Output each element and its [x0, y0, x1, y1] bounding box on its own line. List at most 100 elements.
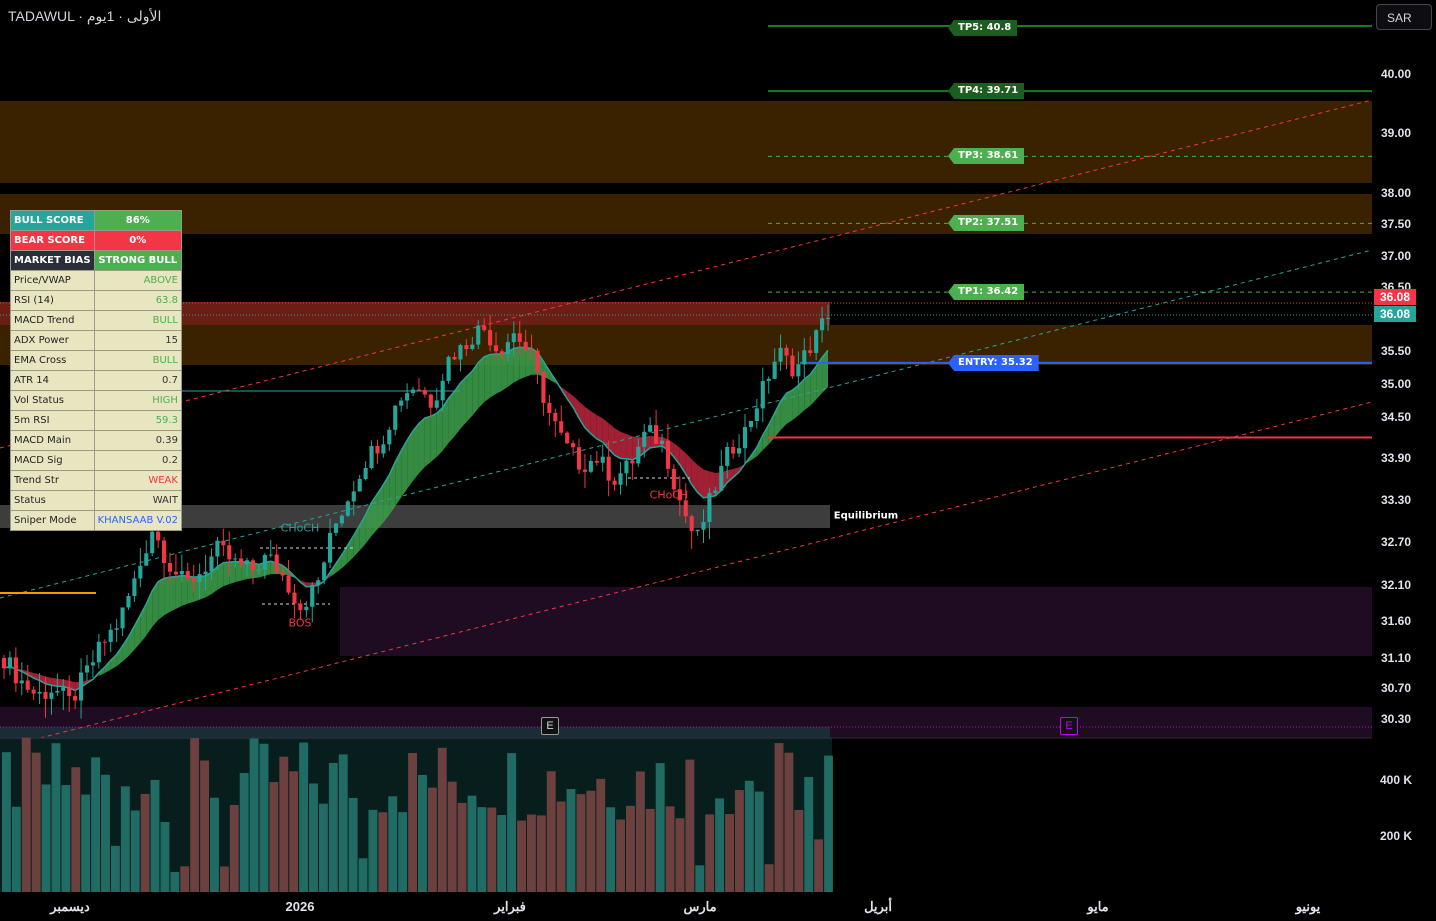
ribbon-segment [573, 395, 580, 419]
candle-body [84, 665, 90, 673]
price-tick: 32.70 [1381, 535, 1412, 549]
candle-body [339, 515, 344, 524]
time-tick: 2026 [285, 899, 315, 914]
candle [808, 336, 813, 357]
volume-bar [51, 743, 61, 892]
candle-body [671, 468, 676, 490]
dashboard-value: 0.7 [93, 370, 182, 391]
volume-bar [368, 809, 378, 892]
ribbon-segment [679, 447, 686, 474]
candle [784, 344, 789, 370]
candle [725, 442, 730, 479]
bos-label: BOS [288, 616, 312, 630]
dashboard-row: 5m RSI 59.3 [10, 410, 182, 431]
candle-body [588, 460, 593, 472]
earnings-marker[interactable]: E [541, 717, 559, 735]
candle-body [150, 531, 155, 554]
volume-bar [606, 807, 616, 892]
volume-bar [685, 759, 695, 892]
candle [256, 564, 261, 576]
dashboard-row: MACD Trend BULL [10, 310, 182, 331]
candle-body [274, 554, 279, 573]
candle [422, 386, 427, 398]
candle [428, 393, 433, 418]
candle-body [363, 468, 368, 479]
volume-bar [101, 774, 110, 892]
candle-body [221, 540, 226, 546]
candle [167, 552, 173, 585]
ribbon-segment [602, 418, 609, 449]
dashboard-key: MACD Trend [10, 310, 95, 331]
volume-bar [269, 782, 279, 892]
candle [25, 665, 30, 693]
volume-bar [140, 793, 150, 892]
candle [203, 554, 208, 591]
candle [565, 431, 570, 445]
time-tick: مايو [1087, 899, 1109, 914]
dashboard-value: HIGH [93, 390, 182, 411]
volume-bar [318, 803, 328, 892]
ribbon-segment [110, 654, 117, 670]
candle [345, 500, 350, 518]
volume-bar [81, 794, 91, 892]
dashboard-value: 59.3 [93, 410, 182, 431]
currency-button[interactable]: SAR [1376, 4, 1432, 30]
candle [470, 336, 475, 351]
candle-body [114, 628, 119, 630]
ema-ribbon-layer [3, 346, 829, 692]
candle-body [814, 330, 819, 353]
tp3-label: TP3: 38.61 [948, 148, 1025, 164]
candle [363, 461, 368, 481]
candle-body [250, 560, 256, 571]
ribbon-segment [45, 676, 52, 686]
candle-body [482, 325, 487, 331]
volume-bar [398, 812, 408, 892]
candle-body [304, 606, 309, 611]
candle [381, 435, 386, 458]
candle-body [707, 492, 712, 523]
dashboard-row: Trend Str WEAK [10, 470, 182, 491]
time-tick: فبراير [494, 899, 526, 914]
price-tick: 40.00 [1381, 67, 1412, 81]
ribbon-segment [804, 374, 811, 411]
candle-body [600, 456, 605, 463]
candle-body [476, 325, 481, 345]
ribbon-segment [448, 391, 455, 444]
ribbon-segment [620, 431, 627, 459]
ribbon-segment [490, 354, 497, 398]
candle-body [565, 432, 570, 444]
candle [185, 562, 190, 583]
dashboard-value: 63.8 [93, 290, 182, 311]
candle-body [126, 595, 131, 608]
candle-body [446, 356, 451, 381]
dashboard-value: WAIT [93, 490, 182, 511]
candle [209, 548, 214, 581]
ribbon-segment [424, 416, 431, 467]
premium-zone [0, 302, 830, 325]
volume-bar [804, 776, 814, 892]
earnings-marker-future[interactable]: E [1060, 717, 1078, 735]
candle [642, 423, 647, 458]
candle [357, 474, 362, 492]
volume-bar [61, 785, 71, 892]
candle [55, 673, 60, 697]
volume-bar [11, 806, 21, 892]
ribbon-segment [472, 362, 479, 416]
candle [7, 651, 12, 676]
dashboard-key: BULL SCORE [10, 210, 95, 231]
candle-body [333, 523, 339, 533]
volume-bar [427, 787, 437, 892]
candle [665, 423, 671, 477]
dashboard-key: MARKET BIAS [10, 250, 95, 271]
price-tick: 33.90 [1381, 451, 1412, 465]
volume-bar [299, 742, 309, 892]
ribbon-segment [460, 376, 467, 429]
candle [179, 554, 184, 582]
candle [636, 438, 641, 468]
ribbon-segment [104, 660, 111, 674]
candle-body [713, 490, 718, 493]
candle-body [108, 629, 113, 642]
candle-body [790, 355, 795, 377]
candle-body [191, 578, 196, 582]
